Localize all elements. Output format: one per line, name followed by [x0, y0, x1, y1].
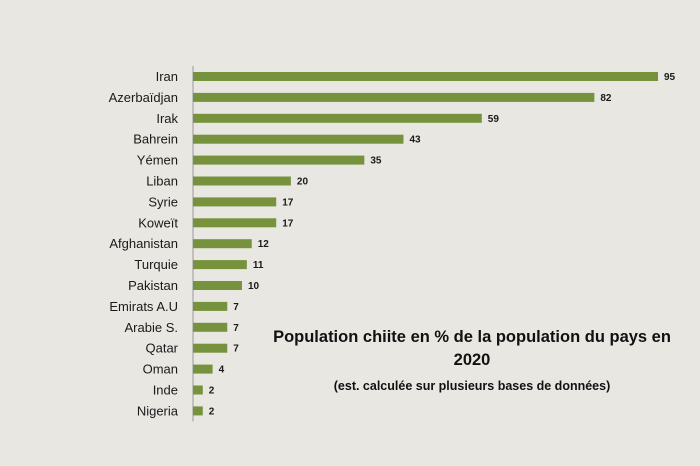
bar	[193, 385, 203, 395]
category-label: Iran	[156, 69, 178, 84]
chart-subtitle: (est. calculée sur plusieurs bases de do…	[333, 379, 611, 393]
bar	[193, 155, 365, 165]
bar	[193, 134, 404, 144]
category-label: Qatar	[145, 341, 178, 356]
category-label: Koweït	[138, 215, 178, 230]
bar	[193, 406, 203, 416]
chart-caption: Population chiite en % de la population …	[262, 326, 682, 393]
data-label: 35	[370, 156, 382, 167]
category-label: Liban	[146, 174, 178, 189]
data-label: 7	[233, 344, 239, 355]
data-label: 17	[282, 197, 294, 208]
bar	[193, 364, 213, 374]
category-label: Bahrein	[133, 132, 178, 147]
bar	[193, 113, 482, 123]
bar	[193, 197, 277, 207]
data-label: 11	[253, 260, 264, 271]
chart-title: Population chiite en % de la population …	[273, 328, 671, 369]
data-label: 20	[297, 177, 309, 188]
bar	[193, 176, 291, 186]
category-label: Turquie	[134, 257, 178, 272]
category-label: Pakistan	[128, 278, 178, 293]
category-label: Syrie	[148, 194, 178, 209]
bar	[193, 72, 658, 81]
data-label: 4	[219, 365, 225, 376]
category-label: Inde	[153, 383, 178, 398]
data-label: 10	[248, 281, 260, 292]
data-label: 95	[664, 72, 676, 83]
data-label: 17	[282, 218, 294, 229]
data-label: 2	[209, 406, 215, 417]
data-label: 12	[258, 239, 270, 250]
category-label: Yémen	[137, 153, 178, 168]
data-label: 59	[488, 114, 500, 125]
bar	[193, 218, 277, 228]
category-label: Irak	[156, 111, 178, 126]
data-label: 7	[233, 323, 239, 334]
bar	[193, 260, 247, 270]
bar	[193, 301, 228, 311]
bar	[193, 281, 242, 290]
category-label: Azerbaïdjan	[109, 90, 178, 105]
bars-group: Iran 95 Azerbaïdjan 82 Irak 59 Bahrein 43 Yémen 3…	[109, 69, 676, 418]
bar	[193, 343, 228, 353]
data-label: 82	[600, 93, 612, 104]
data-label: 43	[409, 135, 421, 146]
data-label: 7	[233, 302, 239, 313]
bar	[193, 239, 252, 249]
bar	[193, 322, 228, 332]
category-label: Nigeria	[137, 403, 179, 418]
bar	[193, 92, 595, 102]
category-label: Oman	[143, 362, 178, 377]
category-label: Afghanistan	[109, 236, 178, 251]
category-label: Arabie S.	[125, 320, 178, 335]
category-label: Emirats A.U	[109, 299, 178, 314]
data-label: 2	[209, 386, 215, 397]
